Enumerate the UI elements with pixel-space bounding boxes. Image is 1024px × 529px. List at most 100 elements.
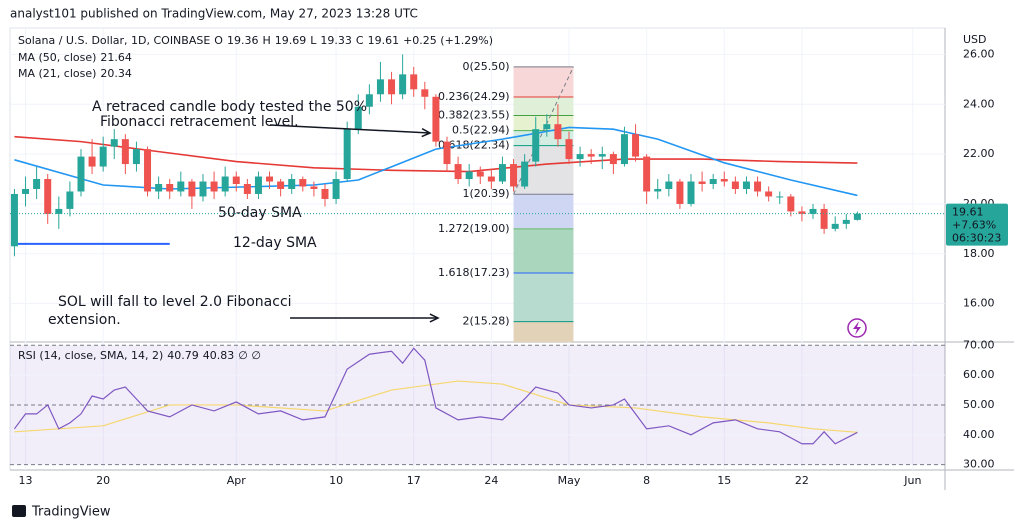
rsi-tick-label: 70.00 — [963, 338, 995, 351]
annotation: Fibonacci retracement level. — [100, 114, 299, 130]
currency: USD — [963, 33, 987, 46]
candle-body — [376, 79, 384, 95]
candle-body — [543, 124, 551, 130]
fib-label: 0.382(23.55) — [438, 108, 510, 121]
ma-legend-name: MA (21, close) — [18, 67, 96, 80]
fib-label: 1.618(17.23) — [438, 266, 510, 279]
candle-body — [121, 139, 129, 165]
fib-label: 0.618(22.34) — [438, 139, 510, 152]
candle-body — [33, 179, 41, 189]
candle-body — [388, 79, 396, 95]
candle-body — [842, 219, 850, 224]
candle-body — [166, 184, 174, 192]
fib-band — [513, 130, 574, 146]
candle-body — [598, 154, 606, 157]
candle-body — [288, 179, 296, 189]
x-tick-label: 22 — [795, 474, 809, 487]
price-tag — [946, 203, 1008, 246]
y-tick-label: 16.00 — [963, 297, 995, 310]
y-tick-label: 26.00 — [963, 47, 995, 60]
candle-body — [299, 179, 307, 187]
candle-body — [343, 129, 351, 180]
annotation: 50-day SMA — [218, 205, 302, 221]
rsi-sma-legend-value: 40.83 — [203, 349, 235, 362]
y-tick-label: 22.00 — [963, 147, 995, 160]
candle-body — [66, 191, 74, 209]
x-tick-label: 17 — [407, 474, 421, 487]
annotation: 12-day SMA — [233, 235, 317, 251]
candle-body — [709, 179, 717, 185]
candle-body — [720, 179, 728, 182]
candle-body — [554, 124, 562, 140]
candle-body — [210, 181, 218, 192]
candle-body — [776, 196, 784, 198]
ma-legend-name: MA (50, close) — [18, 51, 96, 64]
x-tick-label: Apr — [227, 474, 247, 487]
rsi-line — [13, 347, 858, 445]
candle-body — [22, 188, 30, 194]
candle-body — [521, 161, 529, 187]
candle-body — [809, 208, 817, 214]
x-tick-label: 15 — [717, 474, 731, 487]
candle-body — [820, 208, 828, 229]
candle-body — [565, 139, 573, 160]
candle-body — [144, 149, 152, 192]
candle-body — [498, 164, 506, 182]
annotation: A retraced candle body tested the 50% — [92, 99, 367, 115]
candle-body — [277, 181, 285, 189]
rsi-legend-extra: ∅ ∅ — [238, 349, 261, 362]
annotation: SOL will fall to level 2.0 Fibonacci — [58, 294, 292, 310]
x-tick-label: 24 — [484, 474, 498, 487]
candle-body — [399, 74, 407, 95]
price-tag-change: +7.63% — [952, 219, 996, 232]
candle-body — [654, 188, 662, 192]
ohlc-change: +0.25 (+1.29%) — [403, 34, 493, 47]
rsi-tick-label: 50.00 — [963, 398, 995, 411]
tv-logo — [12, 505, 26, 517]
candle-body — [676, 181, 684, 204]
x-tick-label: 10 — [329, 474, 343, 487]
ohlc-value: 19.36 — [227, 34, 259, 47]
ohlc-value: 19.61 — [368, 34, 400, 47]
byline: analyst101 published on TradingView.com,… — [10, 7, 418, 21]
footer-brand: TradingView — [31, 505, 111, 520]
candle-body — [787, 196, 795, 212]
fib-band — [513, 228, 574, 273]
candle-body — [476, 171, 484, 177]
fib-label: 0.236(24.29) — [438, 90, 510, 103]
rsi-legend-value: 40.79 — [167, 349, 199, 362]
candle-body — [487, 176, 495, 182]
fib-label: 1(20.39) — [462, 187, 509, 200]
candle-body — [632, 134, 640, 157]
ohlc-value: 19.69 — [275, 34, 307, 47]
x-tick-label: 13 — [19, 474, 33, 487]
candle-body — [188, 181, 196, 197]
annotation: extension. — [48, 312, 121, 328]
fib-band — [513, 272, 574, 322]
ohlc-key: C — [356, 34, 364, 47]
candle-body — [155, 184, 163, 192]
candle-body — [132, 149, 140, 165]
rsi-sma-line — [14, 380, 858, 433]
fib-label: 2(15.28) — [462, 315, 509, 328]
candle-body — [532, 129, 540, 162]
candle-body — [831, 223, 839, 229]
candle-body — [310, 186, 318, 189]
ma-legend-value: 21.64 — [100, 51, 132, 64]
x-tick-label: May — [558, 474, 581, 487]
ohlc-key: O — [214, 34, 223, 47]
candle-body — [321, 188, 329, 199]
candle-body — [410, 74, 418, 90]
candle-body — [177, 181, 185, 192]
candle-body — [587, 154, 595, 157]
candle-body — [44, 179, 52, 214]
candle-body — [354, 106, 362, 130]
candle-body — [88, 156, 96, 167]
candle-body — [465, 171, 473, 180]
fib-label: 1.272(19.00) — [438, 222, 510, 235]
arrow-head — [429, 313, 440, 323]
ma-legend-value: 20.34 — [100, 67, 132, 80]
candle-body — [55, 208, 63, 214]
candle-body — [254, 176, 262, 194]
